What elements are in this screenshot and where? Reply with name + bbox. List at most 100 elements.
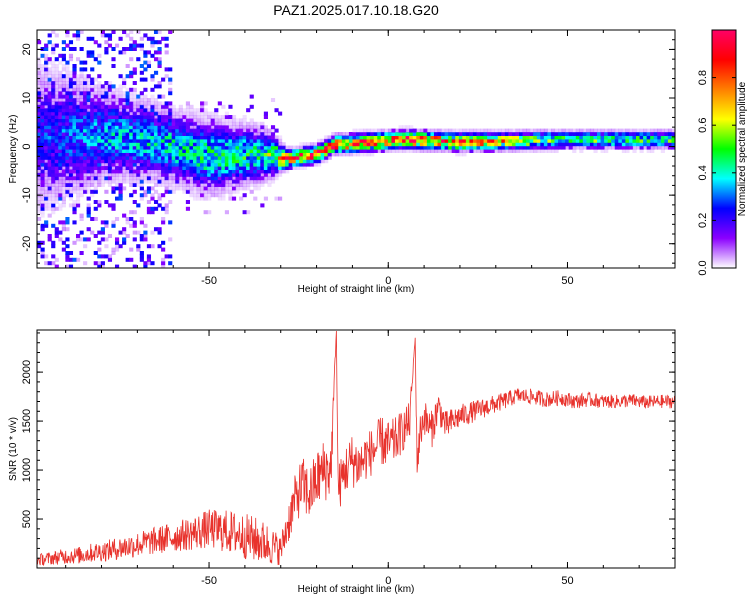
spectrogram-cell (40, 118, 45, 123)
spectrogram-cell (402, 142, 407, 147)
spectrogram-cell (114, 142, 120, 147)
spectrogram-cell (217, 145, 222, 150)
spectrogram-cell (107, 176, 113, 181)
spectrogram-cell (373, 138, 378, 143)
spectrogram-cell (97, 128, 102, 133)
spectrogram-cell (54, 128, 59, 133)
spectrogram-cell (469, 149, 474, 153)
spectrogram-cell (579, 145, 584, 150)
spectrogram-cell (161, 166, 166, 170)
spectrogram-cell (83, 169, 88, 174)
spectrogram-cell (256, 172, 261, 177)
spectrogram-cell (136, 132, 141, 136)
spectrogram-cell (185, 145, 191, 150)
spectrogram-cell (168, 152, 173, 157)
spectrogram-cell (423, 149, 428, 153)
spectrogram-cell (660, 145, 665, 150)
spectrogram-cell (47, 108, 52, 113)
colorbar-strip (711, 29, 737, 269)
spectrogram-cell (75, 104, 81, 109)
spectrogram-cell (61, 115, 66, 119)
spectrogram-cell (210, 135, 215, 140)
spectrogram-cell (104, 138, 109, 143)
spectrogram-cell (246, 179, 251, 184)
spectrogram-cell (490, 149, 495, 153)
snr-xtick-label: 50 (561, 575, 573, 587)
spectrogram-cell (86, 206, 91, 211)
spectrogram-cell (398, 142, 403, 147)
spectrogram-cell (168, 118, 173, 123)
spectrogram-cell (270, 179, 276, 184)
spectrogram-cell (93, 145, 98, 150)
spectrogram-cell (54, 121, 59, 126)
spectrogram-cell (448, 135, 453, 140)
spectrogram-cell (68, 179, 74, 184)
spectrogram-cell (664, 132, 669, 136)
spectrogram-cell (214, 142, 219, 147)
snr-xlabel: Height of straight line (km) (298, 584, 415, 595)
spectrogram-cell (37, 135, 42, 140)
spectrogram-cell (200, 118, 205, 123)
spectrogram-cell (75, 94, 81, 99)
spectrogram-cell (256, 138, 261, 143)
spectrogram-cell (607, 132, 612, 136)
spectrogram-cell (122, 145, 127, 150)
spectrogram-cell (146, 254, 152, 259)
spectrogram-cell (122, 121, 127, 126)
spectrogram-cell (100, 176, 105, 181)
spectrogram-cell (522, 145, 527, 150)
spectrogram-cell (118, 145, 123, 150)
spectrogram-cell (348, 142, 354, 147)
spectrogram-cell (44, 98, 49, 102)
spectrogram-cell (107, 155, 113, 160)
spectrogram-cell (54, 87, 59, 92)
spectrogram-cell (480, 132, 485, 136)
spectrogram-cell (501, 128, 506, 133)
spectrogram-cell (487, 135, 492, 140)
spectrogram-cell (61, 40, 66, 45)
spectrogram-cell (182, 183, 187, 187)
spectrogram-cell (122, 81, 127, 85)
spectrogram-cell (54, 74, 59, 79)
spectrogram-cell (83, 108, 88, 113)
spectrogram-cell (483, 138, 488, 143)
spectrogram-cell (58, 70, 63, 75)
spectrogram-cell (90, 169, 95, 174)
spectrogram-cell (100, 152, 105, 157)
spectrogram-cell (185, 142, 191, 147)
spectrogram-cell (47, 118, 52, 123)
spectrogram-cell (157, 149, 162, 153)
spectrogram-cell (253, 152, 258, 157)
spectrogram-cell (334, 138, 339, 143)
spectrogram-cell (217, 166, 222, 170)
spectrogram-cell (150, 40, 155, 45)
spectrogram-cell (79, 193, 84, 198)
spectrogram-cell (75, 36, 81, 41)
spectrogram-cell (37, 111, 42, 116)
spectrogram-cell (490, 142, 495, 147)
spectrogram-cell (58, 108, 63, 113)
spectrogram-cell (504, 145, 510, 150)
spectrogram-cell (125, 94, 130, 99)
spectrogram-cell (359, 128, 364, 133)
spectrogram-cell (575, 128, 580, 133)
spectrogram-cell (192, 135, 198, 140)
spectrogram-cell (433, 149, 439, 153)
spectrogram-cell (157, 118, 162, 123)
spectrogram-cell (540, 149, 545, 153)
spectrogram-cell (65, 64, 70, 68)
spectrogram-cell (164, 135, 169, 140)
spectrogram-cell (554, 145, 559, 150)
spectrogram-cell (132, 81, 137, 85)
spectrogram-cell (278, 111, 283, 116)
spectrogram-cell (377, 128, 382, 133)
spectrogram-cell (543, 135, 548, 140)
spectrogram-cell (132, 138, 137, 143)
spectrogram-cell (107, 81, 113, 85)
spectrogram-cell (139, 155, 144, 160)
spectrogram-cell (72, 67, 77, 72)
spectrogram-cell (129, 132, 134, 136)
spectrogram-cell (65, 227, 70, 232)
spectrogram-cell (65, 179, 70, 184)
spectrogram-cell (100, 101, 105, 106)
